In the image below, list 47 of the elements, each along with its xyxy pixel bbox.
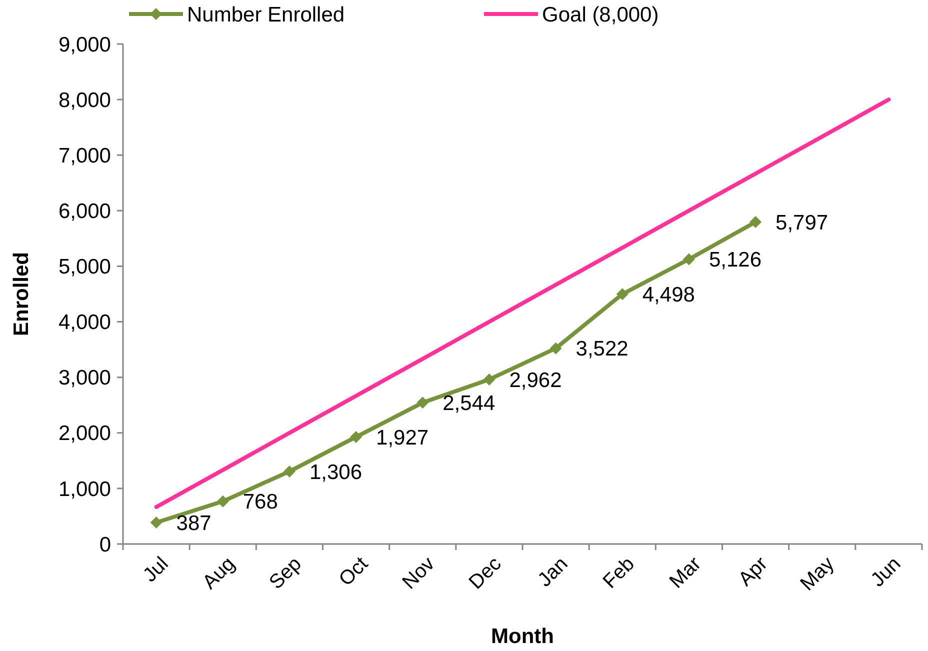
y-axis-title: Enrolled	[10, 252, 33, 336]
point	[416, 396, 429, 409]
data-label: 768	[242, 490, 278, 514]
y-tick-label: 4,000	[58, 311, 111, 334]
x-tick-label: Jul	[139, 552, 173, 587]
legend-label: Goal (8,000)	[542, 3, 659, 26]
x-axis-title: Month	[491, 625, 554, 648]
data-label: 5,797	[776, 211, 828, 234]
y-tick-label: 3,000	[58, 366, 111, 390]
x-tick-label: Aug	[198, 552, 240, 594]
x-tick-label: Oct	[334, 552, 373, 590]
y-tick-label: 6,000	[58, 200, 111, 224]
point	[283, 465, 296, 478]
point	[350, 430, 362, 443]
x-tick-label: Nov	[398, 552, 440, 594]
y-tick-label: 5,000	[58, 256, 111, 279]
x-tick-label: Jun	[866, 552, 906, 592]
x-tick-label: Feb	[598, 552, 639, 593]
data-label: 4,498	[642, 283, 695, 306]
y-tick-label: 1,000	[58, 478, 111, 501]
point	[483, 373, 496, 386]
x-tick-label: Mar	[666, 552, 706, 593]
point	[150, 516, 162, 528]
y-tick-label: 7,000	[58, 144, 111, 168]
data-label: 1,927	[376, 426, 429, 450]
x-tick-label: Jan	[534, 552, 572, 592]
y-tick-label: 9,000	[58, 33, 111, 56]
point	[216, 495, 229, 508]
legend-label: Number Enrolled	[187, 3, 345, 26]
line-series	[154, 98, 891, 509]
data-label: 387	[176, 512, 212, 535]
x-tick-label: Apr	[734, 552, 772, 590]
x-tick-label: Sep	[265, 552, 306, 594]
y-tick-label: 2,000	[58, 422, 111, 446]
y-tick-label: 0	[99, 533, 111, 556]
data-label: 2,962	[509, 368, 562, 392]
data-label: 1,306	[309, 460, 362, 484]
y-tick-label: 8,000	[58, 88, 111, 112]
point	[550, 342, 562, 354]
point	[750, 216, 762, 228]
x-tick-label: Dec	[464, 552, 506, 594]
point	[682, 253, 695, 266]
data-label: 2,544	[442, 392, 496, 416]
data-label: 3,522	[576, 338, 628, 361]
point	[616, 288, 628, 300]
data-label: 5,126	[708, 248, 762, 272]
x-tick-label: May	[796, 552, 839, 596]
